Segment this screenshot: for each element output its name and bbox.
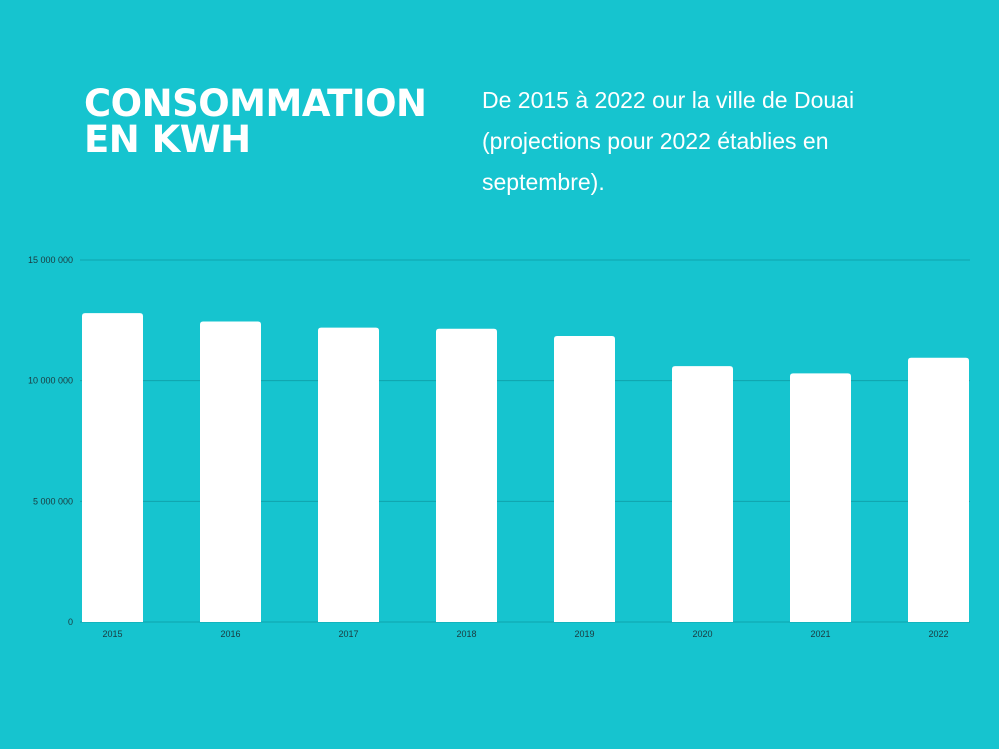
chart-subtitle: De 2015 à 2022 our la ville de Douai (pr…	[482, 87, 855, 195]
x-tick-label: 2017	[338, 629, 358, 639]
y-tick-label: 5 000 000	[33, 496, 73, 506]
x-tick-label: 2019	[574, 629, 594, 639]
x-tick-label: 2022	[928, 629, 948, 639]
bars	[82, 313, 969, 622]
x-tick-label: 2021	[810, 629, 830, 639]
x-tick-label: 2016	[220, 629, 240, 639]
bar-2020	[672, 366, 733, 622]
bar-2022	[908, 357, 969, 622]
bar-2021	[790, 373, 851, 622]
chart-title: CONSOMMATION EN KWH	[84, 82, 427, 161]
x-tick-label: 2015	[102, 629, 122, 639]
x-axis-ticks: 2015 2016 2017 2018 2019 2020 2021 2022	[102, 629, 948, 639]
bar-2017	[318, 327, 379, 622]
bar-2016	[200, 321, 261, 622]
bar-2018	[436, 328, 497, 622]
y-tick-label: 0	[68, 617, 73, 627]
y-tick-label: 10 000 000	[28, 376, 73, 386]
x-tick-label: 2018	[456, 629, 476, 639]
y-axis-ticks: 0 5 000 000 10 000 000 15 000 000	[28, 255, 73, 627]
x-tick-label: 2020	[692, 629, 712, 639]
y-tick-label: 15 000 000	[28, 255, 73, 265]
bar-2019	[554, 336, 615, 622]
bar-2015	[82, 313, 143, 622]
